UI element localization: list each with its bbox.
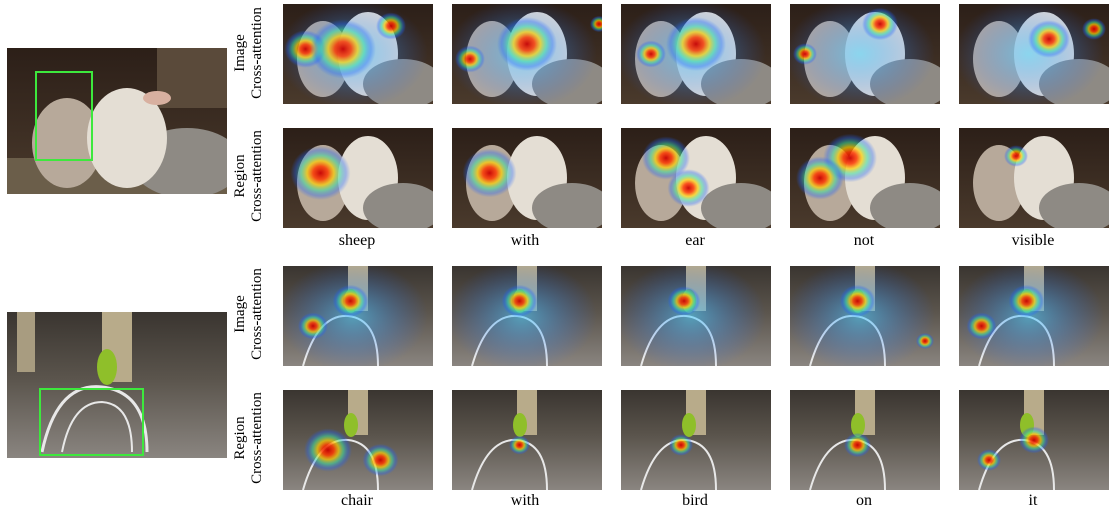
attention-hotspot [916,332,934,350]
word-caption: with [510,492,540,509]
attention-hotspot [1019,426,1049,454]
attention-hotspot [304,428,352,472]
word-caption: it [1028,492,1038,509]
attention-hotspot [298,312,328,340]
attention-hotspot [667,286,701,316]
row-label-ex2-image: Image Cross-attention [232,268,265,360]
attention-hotspot [966,312,997,340]
attention-heatmap-thumbnail [621,128,771,228]
attention-hotspot [290,146,351,200]
attention-hotspot [667,169,710,207]
word-caption: visible [1011,232,1055,249]
attention-hotspot [462,148,517,198]
attention-heatmap-thumbnail [283,390,433,490]
attention-hotspot [1004,145,1028,167]
attention-hotspot [796,156,844,200]
word-caption: chair [341,492,373,509]
attention-hotspot [666,17,726,71]
word-caption: bird [682,492,708,509]
attention-hotspot [376,12,406,40]
attention-heatmap-thumbnail [452,266,602,366]
attention-heatmap-thumbnail [452,128,602,228]
word-caption: with [510,232,540,249]
attention-heatmap-thumbnail [452,4,602,104]
attention-hotspot [1008,284,1045,318]
source-photo-sheep [7,48,227,194]
attention-hotspot [501,284,538,318]
attention-hotspot [669,434,693,456]
attention-heatmap-thumbnail [959,390,1109,490]
attention-heatmap-thumbnail [452,390,602,490]
row-label-ex2-region: Region Cross-attention [232,392,265,484]
word-caption: sheep [338,232,376,249]
source-photo-parrot-chair [7,312,227,458]
attention-heatmap-thumbnail [959,266,1109,366]
attention-heatmap-thumbnail [283,4,433,104]
attention-heatmap-thumbnail [283,266,433,366]
attention-hotspot [497,17,557,71]
attention-hotspot [310,19,376,79]
attention-heatmap-thumbnail [790,128,940,228]
attention-hotspot [839,284,876,318]
attention-hotspot [1082,18,1106,40]
attention-hotspot [590,15,602,33]
attention-heatmap-thumbnail [621,266,771,366]
word-caption: not [853,232,875,249]
attention-heatmap-thumbnail [621,390,771,490]
word-caption: ear [685,232,705,249]
attention-hotspot [977,449,1001,471]
attention-heatmap-thumbnail [959,128,1109,228]
attention-hotspot [862,7,898,41]
attention-hotspot [362,443,399,477]
attention-hotspot [1028,20,1070,58]
attention-hotspot [844,432,871,458]
attention-heatmap-thumbnail [283,128,433,228]
attention-hotspot [509,435,530,455]
attention-heatmap-thumbnail [959,4,1109,104]
attention-hotspot [332,284,369,318]
attention-hotspot [642,136,690,180]
attention-heatmap-thumbnail [790,390,940,490]
attention-hotspot [636,40,666,68]
attention-hotspot [793,43,817,65]
attention-heatmap-thumbnail [790,4,940,104]
word-caption: on [856,492,872,509]
row-label-ex1-region: Region Cross-attention [232,130,265,222]
attention-hotspot [455,45,485,73]
attention-heatmap-thumbnail [621,4,771,104]
attention-heatmap-thumbnail [790,266,940,366]
row-label-ex1-image: Image Cross-attention [232,7,265,99]
